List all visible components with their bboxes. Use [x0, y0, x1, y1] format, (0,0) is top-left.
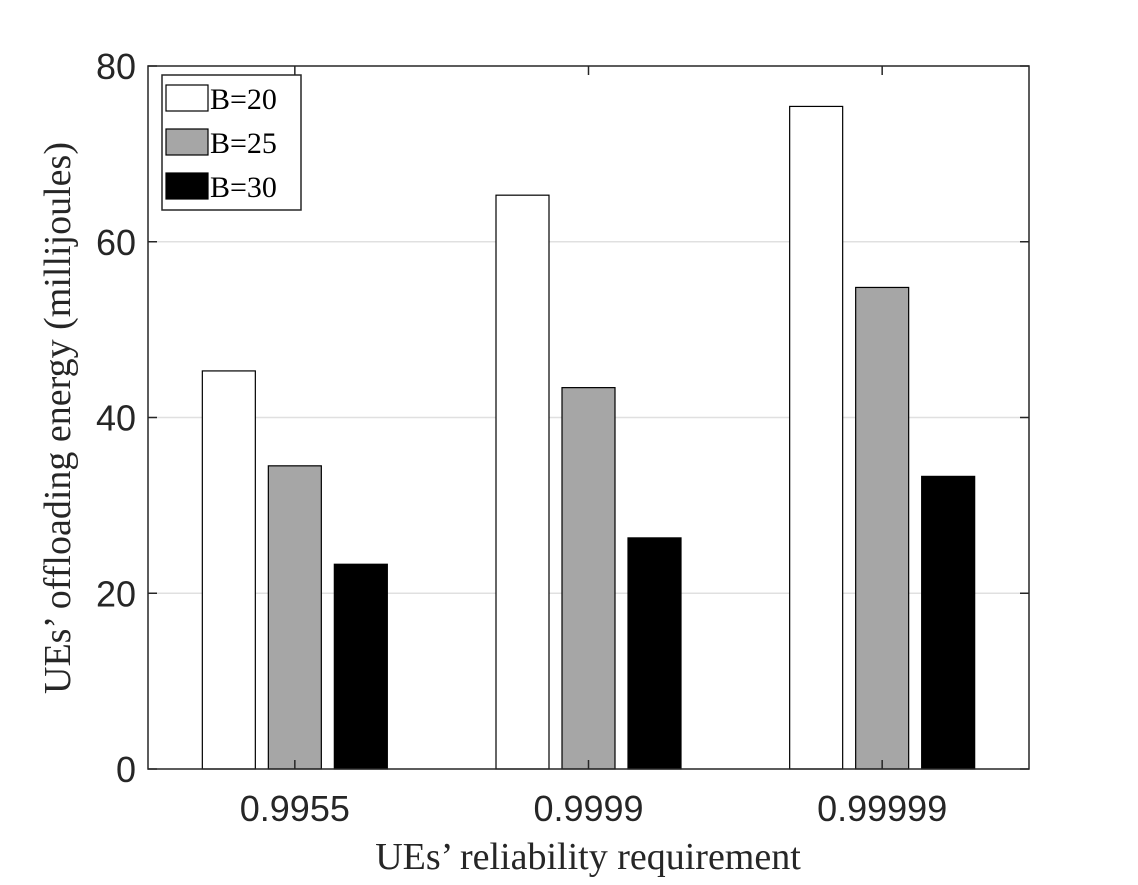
- axis-ticks: [148, 65, 1029, 770]
- bar: [921, 475, 976, 770]
- y-axis-title: UEs’ offloading energy (millijoules): [37, 142, 79, 694]
- bar: [333, 563, 388, 770]
- y-tick-label: 20: [96, 573, 136, 614]
- y-tick-label: 60: [96, 222, 136, 263]
- bar: [855, 286, 910, 770]
- y-tick-label: 0: [116, 749, 136, 790]
- x-axis-title: UEs’ reliability requirement: [375, 836, 801, 878]
- legend-label: B=25: [210, 127, 277, 160]
- x-tick-label: 0.99999: [817, 788, 947, 829]
- x-tick-label: 0.9955: [240, 788, 350, 829]
- legend-swatch: [165, 172, 209, 200]
- legend: B=20 B=25 B=30: [161, 74, 302, 211]
- bar: [201, 370, 256, 770]
- bar: [267, 465, 322, 770]
- bar: [561, 387, 616, 770]
- x-tick-labels: 0.9955 0.9999 0.99999: [240, 788, 947, 829]
- bar: [789, 105, 844, 770]
- x-tick-label: 0.9999: [533, 788, 643, 829]
- legend-swatch: [165, 128, 209, 156]
- y-tick-label: 40: [96, 398, 136, 439]
- y-tick-labels: 0 20 40 60 80: [96, 46, 136, 790]
- bar: [495, 194, 550, 770]
- legend-label: B=30: [210, 171, 277, 204]
- bars: [201, 105, 976, 770]
- y-tick-label: 80: [96, 46, 136, 87]
- legend-swatch: [165, 84, 209, 112]
- legend-label: B=20: [210, 83, 277, 116]
- bar: [627, 537, 682, 770]
